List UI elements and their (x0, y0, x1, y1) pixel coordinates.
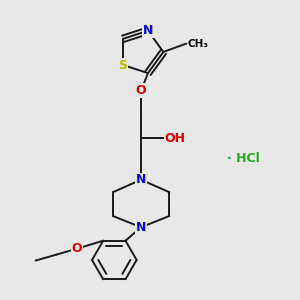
Text: O: O (72, 242, 83, 255)
Text: N: N (143, 24, 153, 37)
Text: CH₃: CH₃ (188, 39, 209, 49)
Text: OH: OH (165, 132, 186, 145)
Text: N: N (136, 221, 146, 234)
Text: · HCl: · HCl (227, 152, 260, 165)
Text: N: N (136, 173, 146, 186)
Text: O: O (136, 84, 146, 97)
Text: S: S (118, 58, 127, 71)
